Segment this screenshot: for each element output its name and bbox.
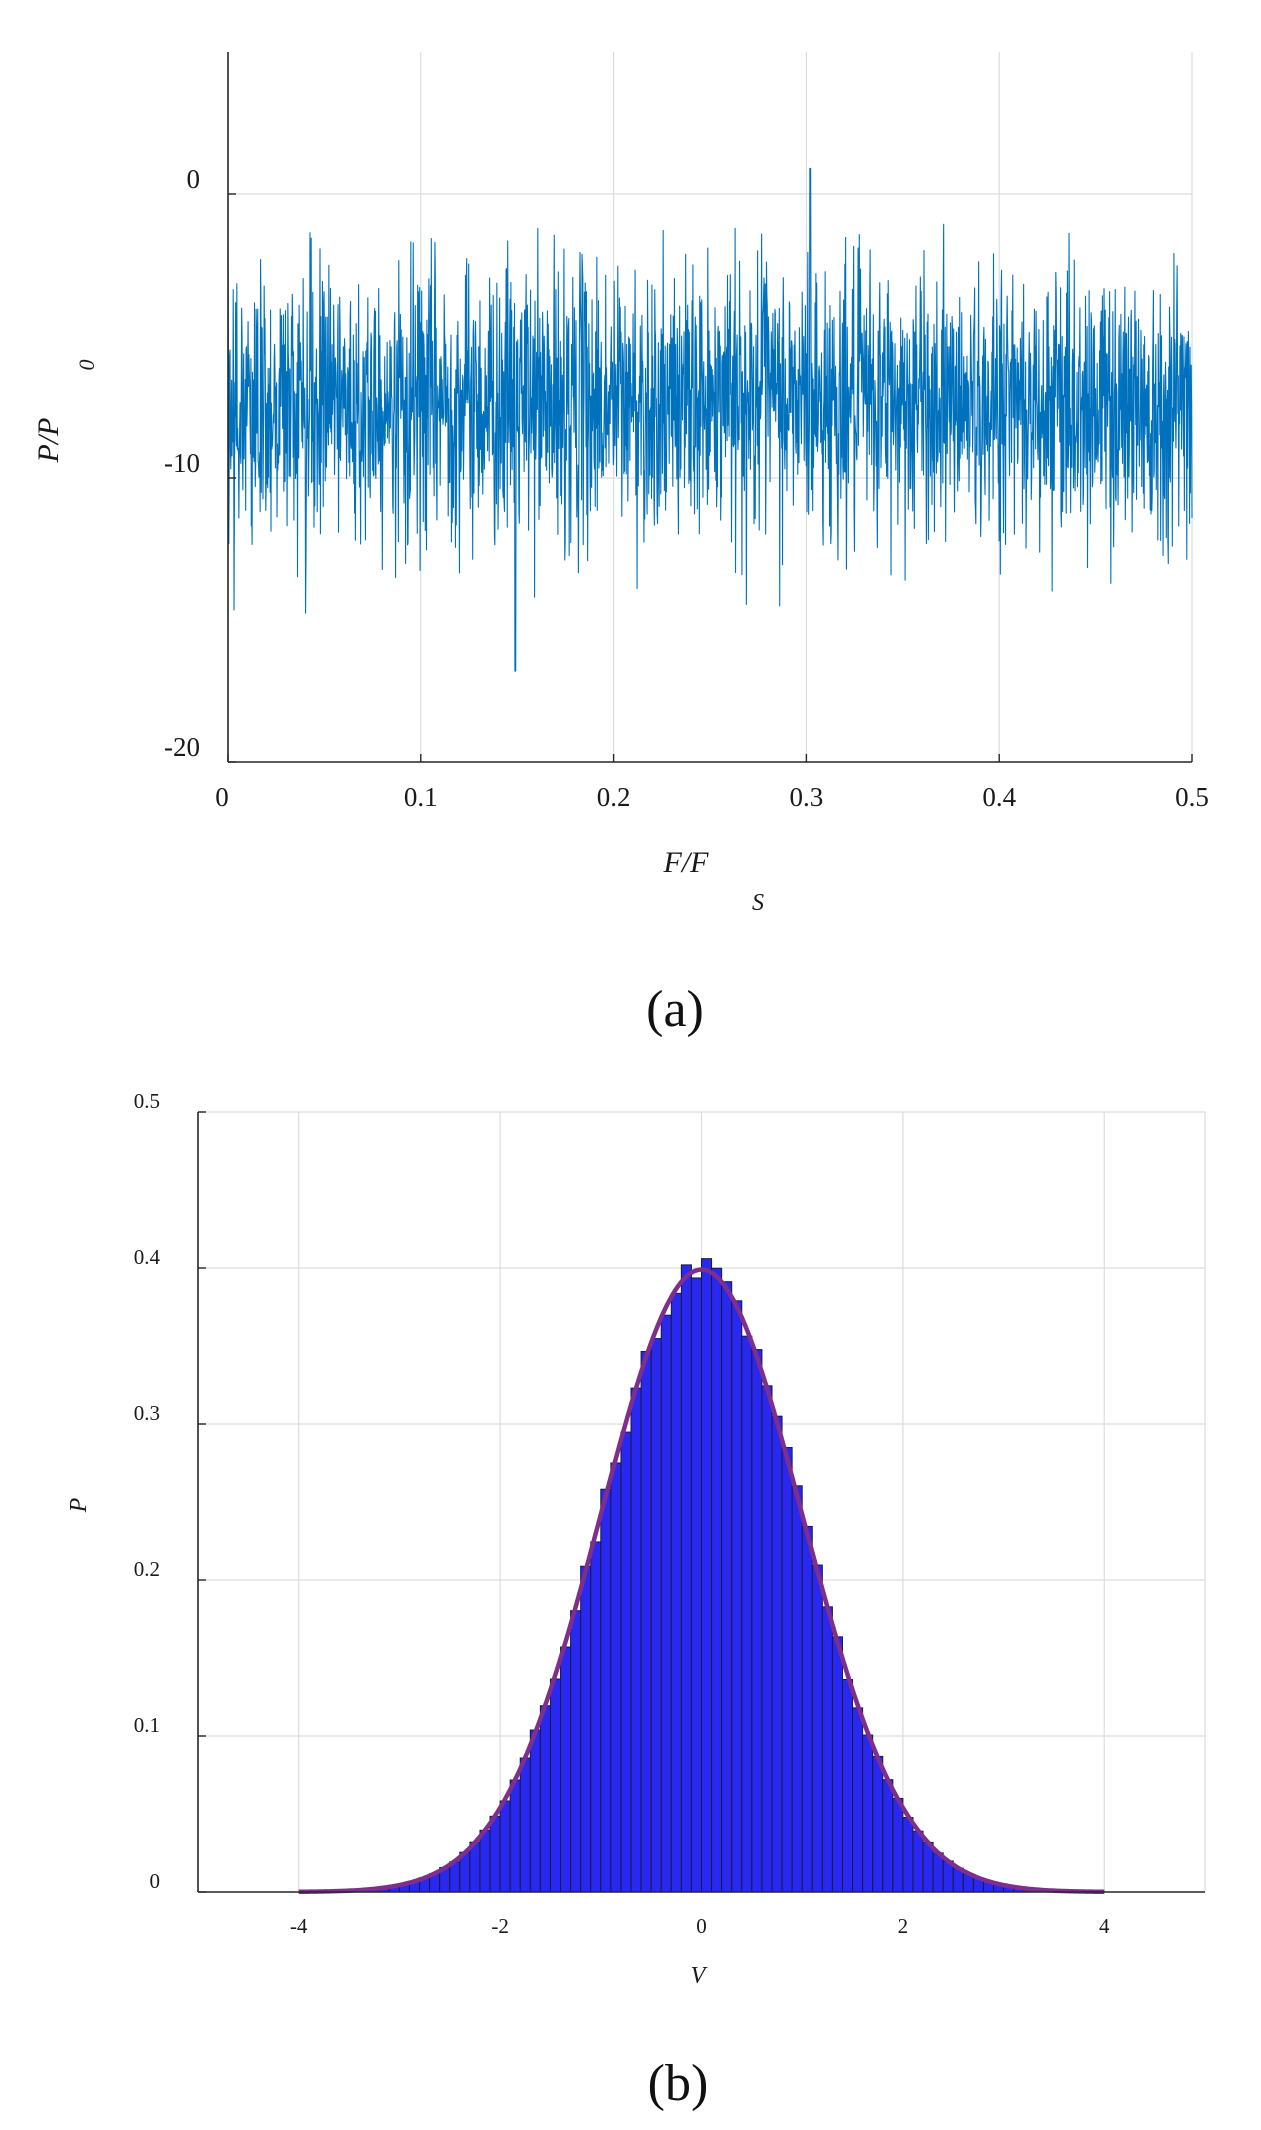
histogram-bar — [872, 1755, 884, 1893]
y-axis-label: P/P — [32, 418, 65, 464]
histogram-bar — [610, 1462, 622, 1893]
x-tick-label: 2 — [898, 1914, 909, 1938]
chart-b: -4 -2 0 2 4 0 0.1 0.2 0.3 0.4 0.5 V P (b) — [66, 1089, 1206, 2112]
histogram-bar — [801, 1525, 813, 1893]
x-tick-label: 0.3 — [790, 782, 824, 812]
histogram-bar — [489, 1815, 501, 1893]
x-axis-label-subscript: S — [752, 890, 764, 916]
histogram-bar — [701, 1258, 713, 1893]
histogram-bar — [549, 1678, 562, 1893]
histogram-bar — [731, 1300, 743, 1893]
y-tick-label: 0 — [187, 164, 201, 194]
histogram-bar — [680, 1264, 692, 1893]
histogram-bar — [882, 1779, 894, 1893]
histogram-bar — [912, 1830, 924, 1893]
y-tick-label: 0.1 — [134, 1713, 160, 1737]
x-tick-label: -2 — [491, 1914, 509, 1938]
histogram-bar — [600, 1488, 612, 1893]
histogram-bar — [922, 1841, 934, 1893]
histogram-bar — [721, 1281, 733, 1893]
histogram-bar — [811, 1564, 823, 1893]
histogram-bar — [580, 1565, 592, 1893]
x-tick-label: 0.5 — [1175, 782, 1209, 812]
histogram-bar — [902, 1817, 914, 1893]
y-tick-label: 0.2 — [134, 1557, 160, 1581]
x-tick-label: 4 — [1099, 1914, 1110, 1938]
x-tick-label: 0 — [215, 782, 229, 812]
histogram-bar — [620, 1431, 632, 1893]
histogram-bar — [469, 1841, 481, 1893]
y-axis-label: P — [66, 1497, 92, 1513]
histogram-bar — [640, 1350, 652, 1893]
y-tick-label: -20 — [164, 732, 200, 762]
x-tick-label: 0.1 — [404, 782, 438, 812]
panel-label-b: (b) — [648, 2055, 709, 2112]
y-tick-label: 0.5 — [134, 1089, 160, 1113]
chart-a: 0 0.1 0.2 0.3 0.4 0.5 0 -10 -20 F/F S P/P 0 (a) — [32, 52, 1209, 1038]
histogram-bar — [570, 1610, 582, 1893]
y-tick-label: 0.4 — [134, 1245, 161, 1269]
histogram-bar — [892, 1797, 904, 1893]
y-axis-label-subscript: 0 — [74, 360, 99, 371]
panel-label-a: (a) — [646, 981, 704, 1038]
histogram-bar — [509, 1779, 521, 1893]
histogram-bar — [932, 1852, 944, 1893]
histogram-bar — [590, 1541, 602, 1893]
series-line — [227, 167, 1193, 672]
fit-curve — [298, 1267, 1105, 1895]
histogram-bar — [761, 1385, 773, 1893]
histogram-bar — [831, 1636, 843, 1893]
histogram-bar — [791, 1485, 803, 1893]
histogram-bar — [781, 1447, 793, 1893]
y-tick-label: 0.3 — [134, 1401, 160, 1425]
x-axis-label: V — [691, 1963, 708, 1989]
histogram-bar — [630, 1387, 642, 1893]
x-tick-label: -4 — [290, 1914, 308, 1938]
histogram-bar — [660, 1314, 672, 1893]
x-tick-label: 0.2 — [597, 782, 631, 812]
histogram-bar — [479, 1829, 491, 1893]
histogram-bar — [852, 1707, 864, 1893]
histogram-bar — [741, 1335, 753, 1893]
histogram-bar — [650, 1338, 662, 1893]
histogram-bar — [519, 1757, 531, 1893]
histogram-bar — [539, 1705, 551, 1893]
x-axis-label: F/F — [663, 846, 710, 879]
histogram-bar — [751, 1349, 763, 1893]
histogram-bar — [560, 1646, 572, 1893]
histogram-bar — [821, 1606, 833, 1893]
histogram-bar — [499, 1800, 511, 1893]
x-tick-label: 0.4 — [982, 782, 1016, 812]
y-tick-label: 0 — [150, 1869, 161, 1893]
histogram-bar — [690, 1277, 702, 1893]
histogram-bar — [711, 1267, 723, 1893]
histogram-bar — [529, 1729, 541, 1893]
y-tick-label: -10 — [164, 448, 200, 478]
histogram-bar — [841, 1678, 854, 1893]
histogram-bar — [670, 1292, 682, 1893]
x-tick-label: 0 — [696, 1914, 707, 1938]
histogram-bar — [771, 1415, 783, 1893]
histogram-bar — [862, 1734, 874, 1893]
